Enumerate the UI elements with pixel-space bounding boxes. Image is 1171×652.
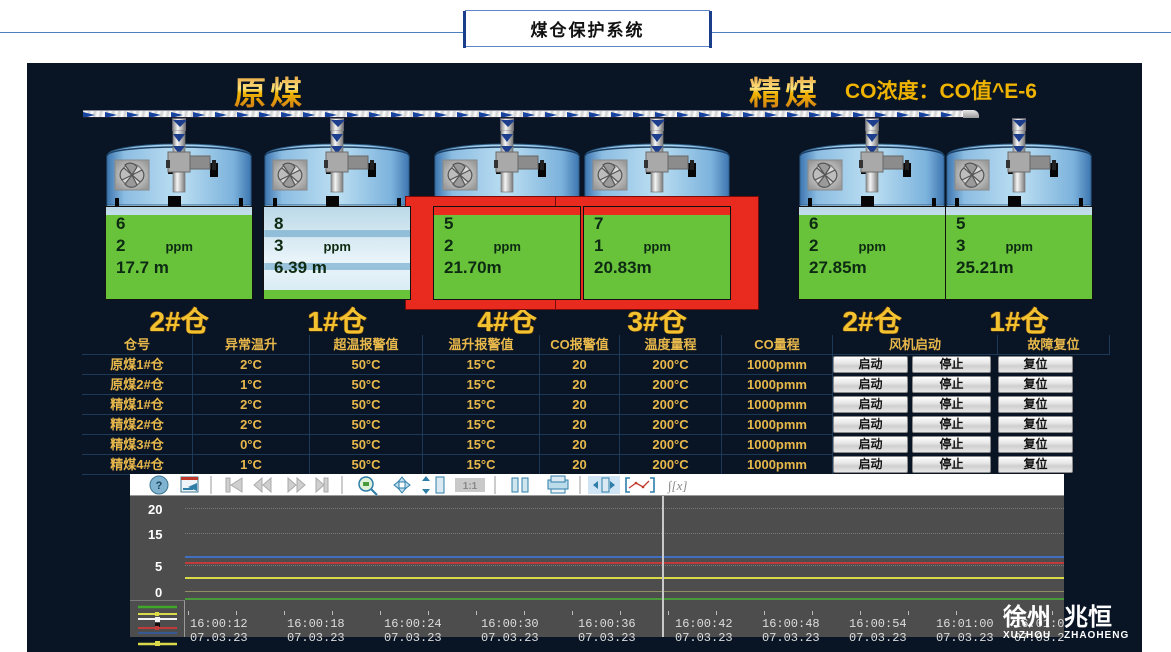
svg-text:∫[x]: ∫[x] <box>667 478 687 494</box>
svg-text:1:1: 1:1 <box>463 481 478 492</box>
svg-text:?: ? <box>156 480 163 492</box>
